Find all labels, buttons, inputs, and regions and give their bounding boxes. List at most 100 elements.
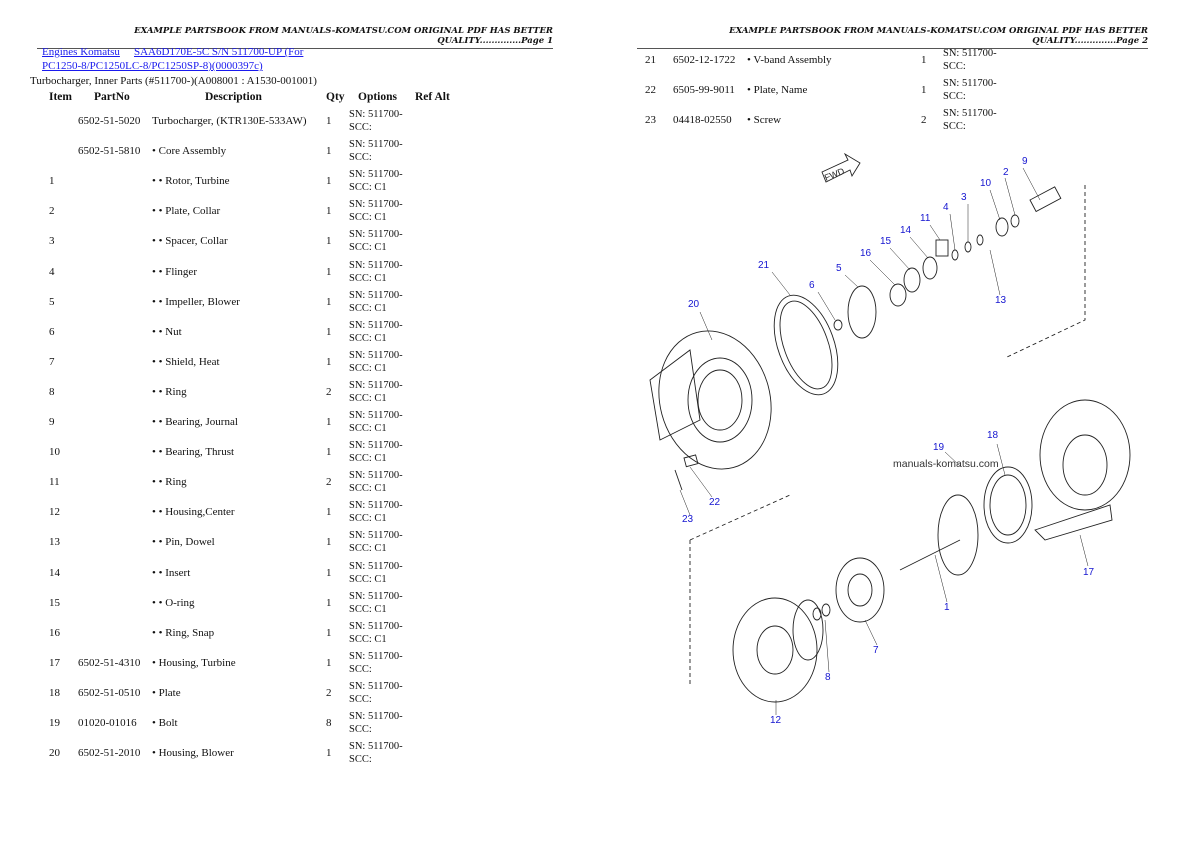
part-qty: 1: [326, 115, 332, 127]
options-scc: SCC:: [943, 121, 966, 132]
callout-17: 17: [1083, 567, 1095, 578]
callout-20: 20: [688, 299, 700, 310]
options-sn: SN: 511700-: [943, 108, 997, 119]
fwd-label: FWD: [823, 166, 846, 183]
options-sn: SN: 511700-: [349, 620, 403, 632]
options-scc: SCC: C1: [349, 603, 387, 615]
options-scc: SCC: C1: [349, 272, 387, 284]
options-sn: SN: 511700-: [349, 560, 403, 572]
options-sn: SN: 511700-: [349, 109, 403, 120]
options-scc: SCC:: [349, 724, 372, 735]
part-qty: 1: [326, 656, 332, 669]
col-partno: PartNo: [94, 91, 130, 103]
options-scc: SCC: C1: [349, 332, 387, 344]
options-scc: SCC:: [943, 91, 966, 102]
page-header-left: EXAMPLE PARTSBOOK FROM MANUALS-KOMATSU.C…: [37, 26, 553, 49]
breadcrumb-model-link[interactable]: SAA6D170E-5C S/N 511700-UP (For: [134, 46, 304, 58]
callout-14: 14: [900, 225, 912, 236]
part-description: • • Impeller, Blower: [152, 295, 240, 308]
page-header-right: EXAMPLE PARTSBOOK FROM MANUALS-KOMATSU.C…: [637, 26, 1148, 49]
part-qty: 1: [326, 235, 332, 248]
page-subtitle: Turbocharger, Inner Parts (#511700-)(A00…: [30, 75, 317, 87]
options-scc: SCC:: [349, 122, 372, 133]
part-description: • • Insert: [152, 566, 191, 579]
item-number: 17: [49, 656, 60, 669]
part-qty: 1: [326, 536, 332, 549]
callout-9: 9: [1022, 156, 1028, 167]
options-scc: SCC: C1: [349, 182, 387, 194]
part-description: • • Ring: [152, 385, 187, 398]
part-number: 04418-02550: [673, 114, 732, 126]
item-number: 9: [49, 416, 55, 428]
part-qty: 1: [326, 596, 332, 609]
callout-2: 2: [1003, 167, 1009, 178]
part-qty: 1: [326, 175, 332, 188]
options-sn: SN: 511700-: [943, 78, 997, 89]
item-number: 21: [645, 54, 656, 66]
part-qty: 1: [326, 506, 332, 519]
options-sn: SN: 511700-: [349, 139, 403, 151]
part-number: 6502-12-1722: [673, 54, 736, 66]
part-qty: 1: [326, 295, 332, 308]
options-scc: SCC:: [349, 152, 372, 164]
item-number: 23: [645, 114, 656, 126]
options-scc: SCC: C1: [349, 302, 387, 314]
part-description: • Plate, Name: [747, 84, 808, 96]
item-number: 8: [49, 385, 55, 398]
part-description: • • Nut: [152, 325, 182, 338]
part-qty: 1: [921, 54, 927, 66]
part-qty: 1: [326, 205, 332, 218]
part-description: • • Bearing, Journal: [152, 416, 238, 428]
options-scc: SCC: C1: [349, 242, 387, 254]
part-qty: 1: [326, 747, 332, 760]
part-qty: 2: [326, 385, 332, 398]
callout-7: 7: [873, 645, 879, 656]
part-description: • Housing, Blower: [152, 747, 234, 760]
part-qty: 1: [326, 626, 332, 639]
options-scc: SCC:: [943, 61, 966, 72]
part-description: • Bolt: [152, 717, 178, 729]
part-qty: 1: [326, 446, 332, 459]
options-sn: SN: 511700-: [349, 590, 403, 602]
part-number: 6505-99-9011: [673, 84, 735, 96]
callout-4: 4: [943, 202, 949, 213]
watermark: manuals-komatsu.com: [893, 458, 999, 470]
part-description: • • Flinger: [152, 265, 197, 278]
part-description: • • Ring: [152, 476, 187, 489]
heat-shield: [835, 557, 885, 623]
part-qty: 1: [326, 566, 332, 579]
item-number: 6: [49, 325, 55, 338]
callout-22: 22: [709, 497, 721, 508]
options-sn: SN: 511700-: [349, 229, 403, 241]
item-number: 20: [49, 747, 60, 760]
options-scc: SCC: C1: [349, 453, 387, 465]
breadcrumb-engines-link[interactable]: Engines Komatsu: [42, 46, 120, 58]
breadcrumb-model-link-cont[interactable]: PC1250-8/PC1250LC-8/PC1250SP-8)(0000397c…: [42, 60, 263, 72]
part-description: • Core Assembly: [152, 145, 227, 158]
v-band: [773, 294, 839, 396]
fwd-arrow-icon: [821, 152, 861, 183]
turbine-housing: [1034, 399, 1131, 541]
col-qty: Qty: [326, 91, 345, 103]
options-sn: SN: 511700-: [349, 470, 403, 482]
col-refalt: Ref Alt: [415, 91, 450, 103]
options-sn: SN: 511700-: [349, 379, 403, 391]
options-sn: SN: 511700-: [349, 259, 403, 271]
part-qty: 1: [326, 145, 332, 158]
item-number: 12: [49, 506, 60, 519]
col-description: Description: [205, 91, 262, 103]
callout-5: 5: [836, 263, 842, 274]
part-description: • Plate: [152, 686, 181, 699]
options-sn: SN: 511700-: [349, 199, 403, 211]
options-sn: SN: 511700-: [349, 349, 403, 361]
part-number: 01020-01016: [78, 717, 137, 729]
part-qty: 2: [326, 686, 332, 699]
part-description: • • Pin, Dowel: [152, 536, 215, 549]
options-scc: SCC: C1: [349, 362, 387, 374]
options-sn: SN: 511700-: [349, 289, 403, 301]
callout-21: 21: [758, 260, 770, 271]
options-scc: SCC: C1: [349, 423, 387, 434]
item-number: 22: [645, 84, 656, 96]
part-number: 6502-51-4310: [78, 656, 141, 669]
